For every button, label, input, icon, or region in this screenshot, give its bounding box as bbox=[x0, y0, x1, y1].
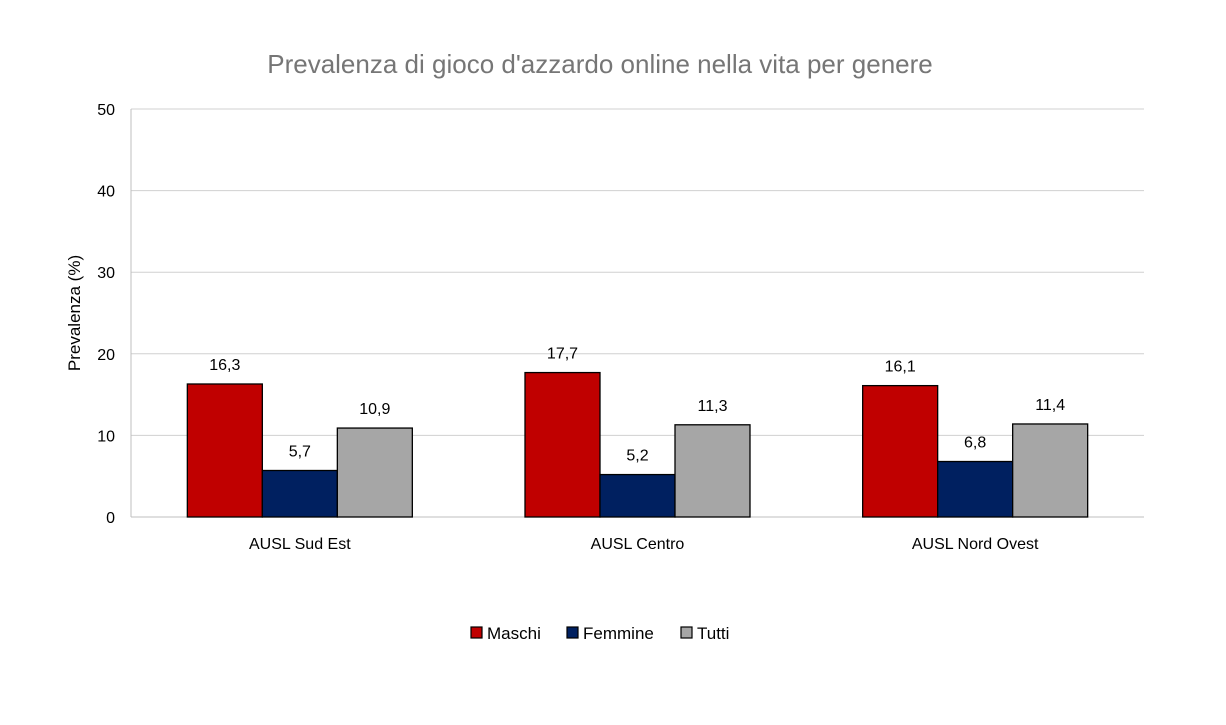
legend-label: Maschi bbox=[487, 624, 541, 643]
data-label: 5,7 bbox=[289, 443, 311, 460]
x-tick-label: AUSL Nord Ovest bbox=[912, 536, 1039, 553]
bar-femmine bbox=[599, 473, 676, 518]
bar-tutti bbox=[1012, 423, 1089, 518]
data-label: 11,4 bbox=[1035, 397, 1065, 414]
y-tick-label: 10 bbox=[97, 428, 115, 445]
y-axis-label: Prevalenza (%) bbox=[65, 255, 84, 371]
data-label: 10,9 bbox=[359, 401, 390, 418]
y-tick-label: 50 bbox=[97, 102, 115, 119]
chart-title: Prevalenza di gioco d'azzardo online nel… bbox=[267, 49, 933, 79]
data-label: 5,2 bbox=[626, 448, 648, 465]
bar-tutti bbox=[674, 424, 751, 518]
legend-swatch-femmine bbox=[566, 626, 579, 639]
y-tick-label: 40 bbox=[97, 184, 115, 201]
data-label: 16,3 bbox=[209, 357, 240, 374]
bar-femmine bbox=[261, 469, 338, 518]
bar-femmine bbox=[937, 460, 1014, 518]
legend-swatch-tutti bbox=[680, 626, 693, 639]
legend-label: Femmine bbox=[583, 624, 654, 643]
legend-label: Tutti bbox=[697, 624, 729, 643]
y-tick-label: 20 bbox=[97, 347, 115, 364]
data-label: 17,7 bbox=[547, 346, 578, 363]
bar-tutti bbox=[336, 427, 413, 518]
x-tick-label: AUSL Centro bbox=[591, 536, 685, 553]
data-label: 6,8 bbox=[964, 435, 986, 452]
data-label: 16,1 bbox=[885, 359, 916, 376]
bar-maschi bbox=[862, 384, 939, 518]
data-label: 11,3 bbox=[698, 398, 728, 415]
y-tick-label: 0 bbox=[106, 510, 115, 527]
bar-maschi bbox=[186, 383, 263, 518]
legend-swatch-maschi bbox=[470, 626, 483, 639]
x-tick-label: AUSL Sud Est bbox=[249, 536, 351, 553]
bar-maschi bbox=[524, 371, 601, 518]
y-tick-label: 30 bbox=[97, 265, 115, 282]
